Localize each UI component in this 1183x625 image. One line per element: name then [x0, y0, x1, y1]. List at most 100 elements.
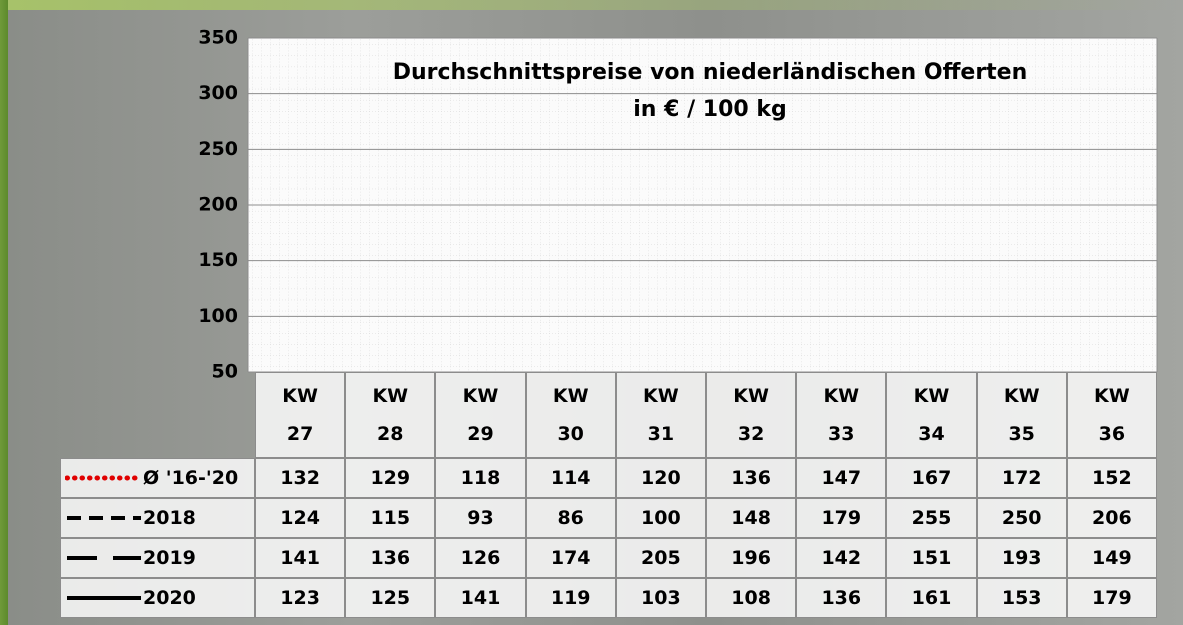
- table-value: 174: [525, 538, 616, 578]
- table-value-text: 123: [280, 587, 320, 609]
- table-value-text: 132: [280, 467, 320, 489]
- table-value-text: 136: [731, 467, 771, 489]
- table-value-text: 93: [467, 507, 494, 529]
- x-tick-label-text: KW 32: [733, 385, 769, 445]
- x-tick-label-text: KW 29: [462, 385, 499, 445]
- y-tick-label: 150: [198, 249, 238, 271]
- table-value: 86: [525, 498, 616, 538]
- table-value-text: 167: [911, 467, 952, 489]
- table-value: 108: [706, 578, 797, 618]
- y-tick-label: 50: [212, 361, 238, 383]
- x-tick-label-text: KW 36: [1094, 385, 1130, 445]
- x-tick-label: KW 34: [886, 372, 977, 458]
- legend-label: 2018: [143, 507, 196, 529]
- table-value: 123: [255, 578, 346, 618]
- legend-key: [65, 475, 143, 481]
- y-tick-label: 250: [198, 138, 238, 160]
- table-value-text: 103: [641, 587, 681, 609]
- y-tick-label: 100: [198, 305, 238, 327]
- x-tick-label: KW 35: [976, 372, 1067, 458]
- table-value-text: 193: [1001, 547, 1042, 569]
- y-tick-label: 200: [198, 194, 238, 216]
- y-tick-label: 300: [198, 82, 238, 104]
- table-value-text: 147: [821, 467, 862, 489]
- table-value: 151: [886, 538, 977, 578]
- table-value: 167: [886, 458, 977, 498]
- table-value: 141: [255, 538, 346, 578]
- table-value-text: 129: [370, 467, 411, 489]
- legend-key: [67, 516, 141, 520]
- x-tick-label: KW 36: [1066, 372, 1157, 458]
- table-value-text: 153: [1001, 587, 1042, 609]
- table-value-text: 151: [911, 547, 952, 569]
- table-value: 149: [1066, 538, 1157, 578]
- table-value-text: 136: [370, 547, 411, 569]
- table-value-text: 86: [557, 507, 584, 529]
- table-value: 147: [796, 458, 887, 498]
- table-value-text: 179: [821, 507, 862, 529]
- table-value-text: 148: [731, 507, 771, 529]
- table-value: 126: [435, 538, 526, 578]
- legend-entry: 2018: [60, 498, 255, 538]
- table-value: 141: [435, 578, 526, 618]
- legend-entry: 2019: [60, 538, 255, 578]
- table-value-text: 125: [370, 587, 411, 609]
- legend-label: Ø '16-'20: [143, 467, 239, 489]
- table-value: 255: [886, 498, 977, 538]
- x-tick-label: KW 29: [435, 372, 526, 458]
- table-value-text: 100: [641, 507, 681, 529]
- table-value-text: 161: [911, 587, 952, 609]
- table-value: 118: [435, 458, 526, 498]
- table-value: 114: [525, 458, 616, 498]
- table-value: 125: [345, 578, 436, 618]
- table-value-text: 120: [641, 467, 681, 489]
- x-tick-label-text: KW 34: [913, 385, 950, 445]
- table-value-text: 172: [1001, 467, 1042, 489]
- table-value-text: 250: [1001, 507, 1042, 529]
- x-tick-label-text: KW 33: [823, 385, 860, 445]
- x-tick-label-text: KW 30: [552, 385, 589, 445]
- table-value: 120: [615, 458, 706, 498]
- table-value-text: 114: [550, 467, 591, 489]
- table-value-text: 141: [280, 547, 320, 569]
- legend-entry: Ø '16-'20: [60, 458, 255, 498]
- legend-label: 2019: [143, 547, 196, 569]
- table-value: 115: [345, 498, 436, 538]
- table-value: 136: [706, 458, 797, 498]
- table-value: 136: [796, 578, 887, 618]
- x-tick-label: KW 33: [796, 372, 887, 458]
- x-tick-label-text: KW 28: [372, 385, 409, 445]
- x-tick-label-text: KW 35: [1003, 385, 1040, 445]
- y-tick-label: 350: [198, 27, 238, 49]
- table-value: 205: [615, 538, 706, 578]
- table-value: 206: [1066, 498, 1157, 538]
- table-value-text: 119: [550, 587, 591, 609]
- table-value: 103: [615, 578, 706, 618]
- table-value-text: 142: [821, 547, 862, 569]
- table-value: 193: [976, 538, 1067, 578]
- table-value-text: 141: [460, 587, 501, 609]
- table-value-text: 115: [370, 507, 411, 529]
- x-tick-label-text: KW 31: [643, 385, 679, 445]
- chart-subtitle: in € / 100 kg: [633, 97, 786, 122]
- table-value: 148: [706, 498, 797, 538]
- table-value-text: 206: [1092, 507, 1132, 529]
- table-value: 93: [435, 498, 526, 538]
- table-value-text: 124: [280, 507, 320, 529]
- table-value-text: 136: [821, 587, 862, 609]
- chart-title: Durchschnittspreise von niederländischen…: [393, 60, 1028, 85]
- table-value-text: 152: [1092, 467, 1132, 489]
- table-value: 161: [886, 578, 977, 618]
- x-tick-label: KW 30: [525, 372, 616, 458]
- table-value: 132: [255, 458, 346, 498]
- table-value: 142: [796, 538, 887, 578]
- table-value-text: 118: [460, 467, 501, 489]
- table-value: 136: [345, 538, 436, 578]
- table-value: 196: [706, 538, 797, 578]
- table-value-text: 126: [460, 547, 501, 569]
- table-value-text: 255: [911, 507, 952, 529]
- table-value-text: 196: [731, 547, 771, 569]
- table-value: 100: [615, 498, 706, 538]
